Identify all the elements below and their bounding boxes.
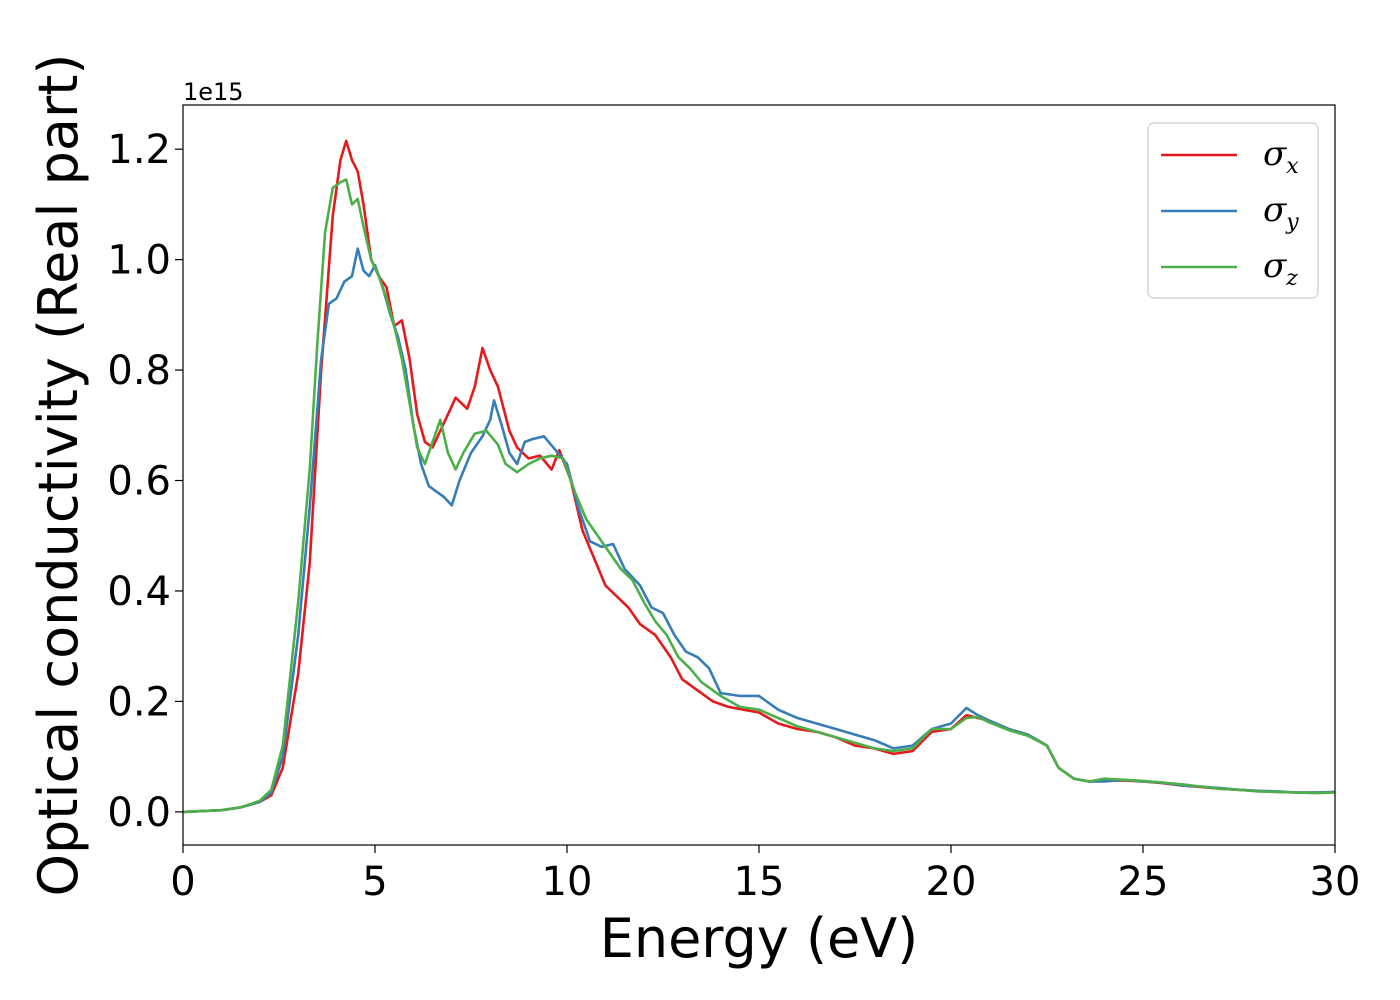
- legend: σx σy σz: [1147, 122, 1319, 299]
- legend-label-x: σx: [1263, 134, 1299, 179]
- x-tick-label: 20: [926, 859, 977, 905]
- series-lines: [182, 139, 1336, 814]
- x-tick-label: 30: [1310, 859, 1361, 905]
- y-axis: 0.0 0.2 0.4 0.6 0.8 1.0 1.2: [107, 127, 183, 836]
- x-axis-label: Energy (eV): [600, 907, 919, 970]
- y-tick-label: 0.6: [107, 459, 171, 505]
- x-tick-label: 15: [734, 859, 785, 905]
- x-tick-label: 25: [1118, 859, 1169, 905]
- plot-area: [183, 105, 1335, 845]
- y-tick-label: 0.8: [107, 348, 171, 394]
- y-offset-label: 1e15: [183, 78, 244, 106]
- legend-label-y: σy: [1263, 190, 1299, 235]
- y-tick-label: 1.2: [107, 127, 171, 173]
- y-tick-label: 0.2: [107, 679, 171, 725]
- y-tick-label: 1.0: [107, 238, 171, 284]
- x-tick-label: 0: [170, 859, 195, 905]
- x-axis: 0 5 10 15 20 25 30: [170, 845, 1360, 905]
- y-tick-label: 0.0: [107, 790, 171, 836]
- y-axis-label: Optical conductivity (Real part): [27, 54, 90, 897]
- x-tick-label: 5: [362, 859, 387, 905]
- y-tick-label: 0.4: [107, 569, 171, 615]
- x-tick-label: 10: [542, 859, 593, 905]
- legend-label-z: σz: [1263, 246, 1298, 291]
- series-line-z: [182, 178, 1336, 814]
